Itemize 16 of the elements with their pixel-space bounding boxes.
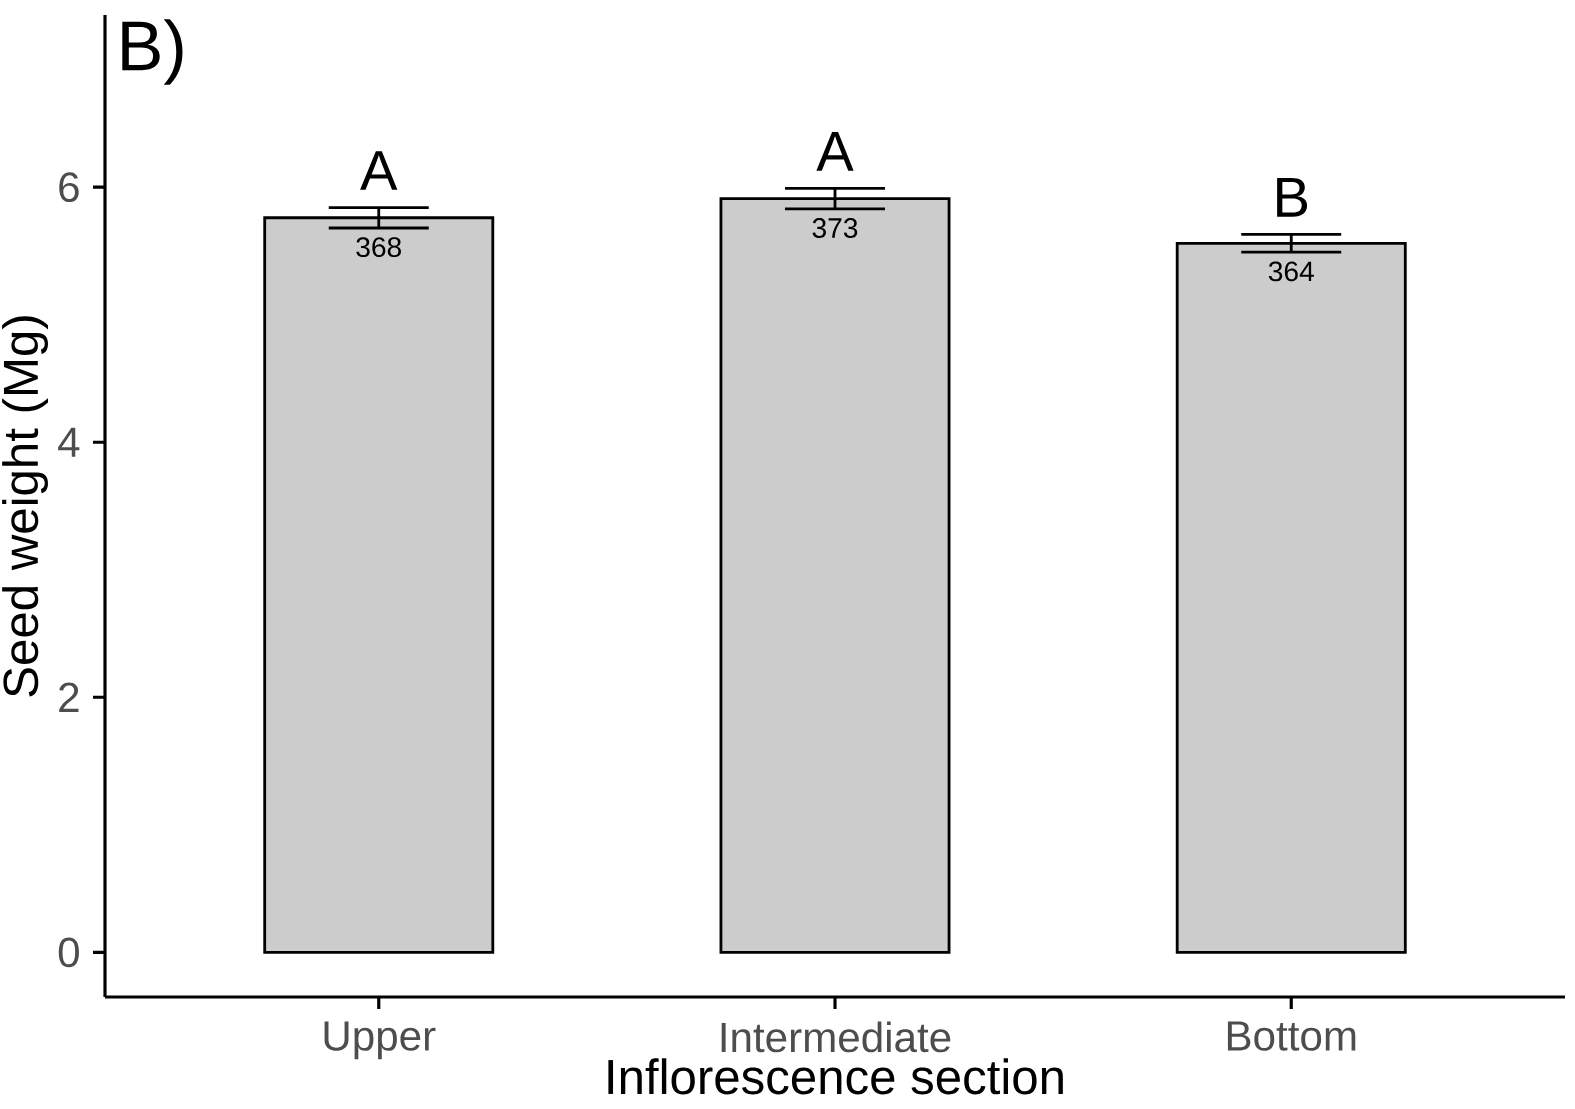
annotation: B	[1277, 177, 1308, 217]
y-tick-label: 6	[59, 172, 79, 203]
annotation: A	[360, 151, 398, 190]
annotation: 368	[356, 237, 401, 258]
annotation: 373	[812, 218, 858, 238]
chart-title: B)	[122, 19, 183, 85]
x-tick-label: Upper	[324, 1021, 436, 1060]
annotation: A	[816, 132, 854, 171]
x-tick-label: Intermediate	[721, 1021, 951, 1053]
y-tick-label: 4	[58, 427, 80, 457]
y-tick-label: 2	[59, 682, 79, 713]
y-tick-label: 0	[58, 937, 79, 968]
y-axis-title: Seed weight (Mg)	[2, 316, 48, 697]
annotation: 364	[1268, 261, 1314, 282]
x-tick-label: Bottom	[1227, 1021, 1356, 1051]
x-axis-title: Inflorescence section	[608, 1058, 1063, 1095]
